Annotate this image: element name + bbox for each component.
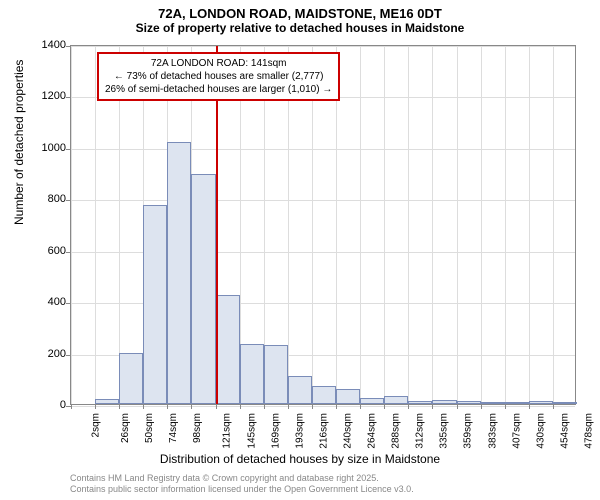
plot-area: 72A LONDON ROAD: 141sqm← 73% of detached… [70,45,576,405]
ytick-label: 600 [48,245,66,257]
xtick-mark [481,404,482,409]
xtick-mark [240,404,241,409]
xtick-mark [384,404,385,409]
xtick-label: 74sqm [168,413,179,443]
histogram-bar [384,396,408,404]
histogram-bar [216,295,240,404]
xtick-mark [143,404,144,409]
xtick-label: 430sqm [535,413,546,449]
xtick-label: 383sqm [487,413,498,449]
xtick-mark [360,404,361,409]
xtick-label: 50sqm [144,413,155,443]
chart-subtitle: Size of property relative to detached ho… [0,21,600,39]
histogram-bar [481,402,505,404]
xtick-label: 98sqm [192,413,203,443]
xtick-label: 288sqm [391,413,402,449]
histogram-bar [529,401,553,404]
histogram-bar [408,401,432,404]
xtick-label: 312sqm [415,413,426,449]
xtick-label: 407sqm [511,413,522,449]
xtick-mark [529,404,530,409]
ytick-label: 1200 [42,90,66,102]
xtick-mark [95,404,96,409]
gridline-v [457,46,458,404]
histogram-bar [264,345,288,404]
xtick-mark [553,404,554,409]
xtick-label: 240sqm [343,413,354,449]
xtick-label: 2sqm [90,413,101,437]
xtick-label: 26sqm [120,413,131,443]
xtick-mark [408,404,409,409]
histogram-bar [143,205,167,404]
histogram-bar [191,174,215,404]
gridline-v [432,46,433,404]
ytick-label: 1400 [42,39,66,51]
ytick-label: 200 [48,348,66,360]
xtick-mark [167,404,168,409]
gridline-v [505,46,506,404]
xtick-label: 169sqm [270,413,281,449]
annotation-box: 72A LONDON ROAD: 141sqm← 73% of detached… [97,52,340,101]
xtick-mark [288,404,289,409]
ytick-label: 1000 [42,142,66,154]
gridline-v [360,46,361,404]
xtick-mark [457,404,458,409]
xtick-label: 193sqm [294,413,305,449]
footer-attribution: Contains HM Land Registry data © Crown c… [70,473,414,496]
xtick-mark [191,404,192,409]
xtick-mark [312,404,313,409]
xtick-label: 359sqm [463,413,474,449]
gridline-v [553,46,554,404]
xtick-mark [505,404,506,409]
annotation-line-3: 26% of semi-detached houses are larger (… [105,83,332,96]
xtick-mark [336,404,337,409]
ytick-label: 800 [48,193,66,205]
gridline-h [71,200,575,201]
xtick-label: 264sqm [367,413,378,449]
histogram-bar [95,399,119,404]
gridline-v [384,46,385,404]
gridline-v [408,46,409,404]
gridline-v [529,46,530,404]
xtick-mark [216,404,217,409]
histogram-bar [553,402,577,404]
xtick-mark [119,404,120,409]
histogram-bar [432,400,456,404]
annotation-line-2: ← 73% of detached houses are smaller (2,… [105,70,332,83]
y-axis-label: Number of detached properties [12,60,26,225]
histogram-bar [240,344,264,404]
gridline-h [71,149,575,150]
chart-container: 72A, LONDON ROAD, MAIDSTONE, ME16 0DT Si… [0,0,600,500]
histogram-bar [457,401,481,404]
xtick-label: 478sqm [583,413,594,449]
x-axis-label: Distribution of detached houses by size … [0,452,600,466]
histogram-bar [336,389,360,404]
histogram-bar [119,353,143,404]
annotation-line-1: 72A LONDON ROAD: 141sqm [105,57,332,70]
xtick-mark [71,404,72,409]
footer-line-2: Contains public sector information licen… [70,484,414,496]
xtick-label: 121sqm [222,413,233,449]
xtick-label: 335sqm [439,413,450,449]
chart-title: 72A, LONDON ROAD, MAIDSTONE, ME16 0DT [0,0,600,21]
xtick-label: 145sqm [246,413,257,449]
xtick-mark [432,404,433,409]
histogram-bar [360,398,384,404]
gridline-v [481,46,482,404]
xtick-label: 454sqm [559,413,570,449]
xtick-label: 216sqm [318,413,329,449]
histogram-bar [312,386,336,404]
gridline-h [71,406,575,407]
gridline-v [95,46,96,404]
ytick-label: 0 [60,399,66,411]
xtick-mark [264,404,265,409]
histogram-bar [288,376,312,404]
histogram-bar [505,402,529,404]
gridline-v [71,46,72,404]
ytick-label: 400 [48,296,66,308]
histogram-bar [167,142,191,404]
gridline-h [71,46,575,47]
footer-line-1: Contains HM Land Registry data © Crown c… [70,473,414,485]
